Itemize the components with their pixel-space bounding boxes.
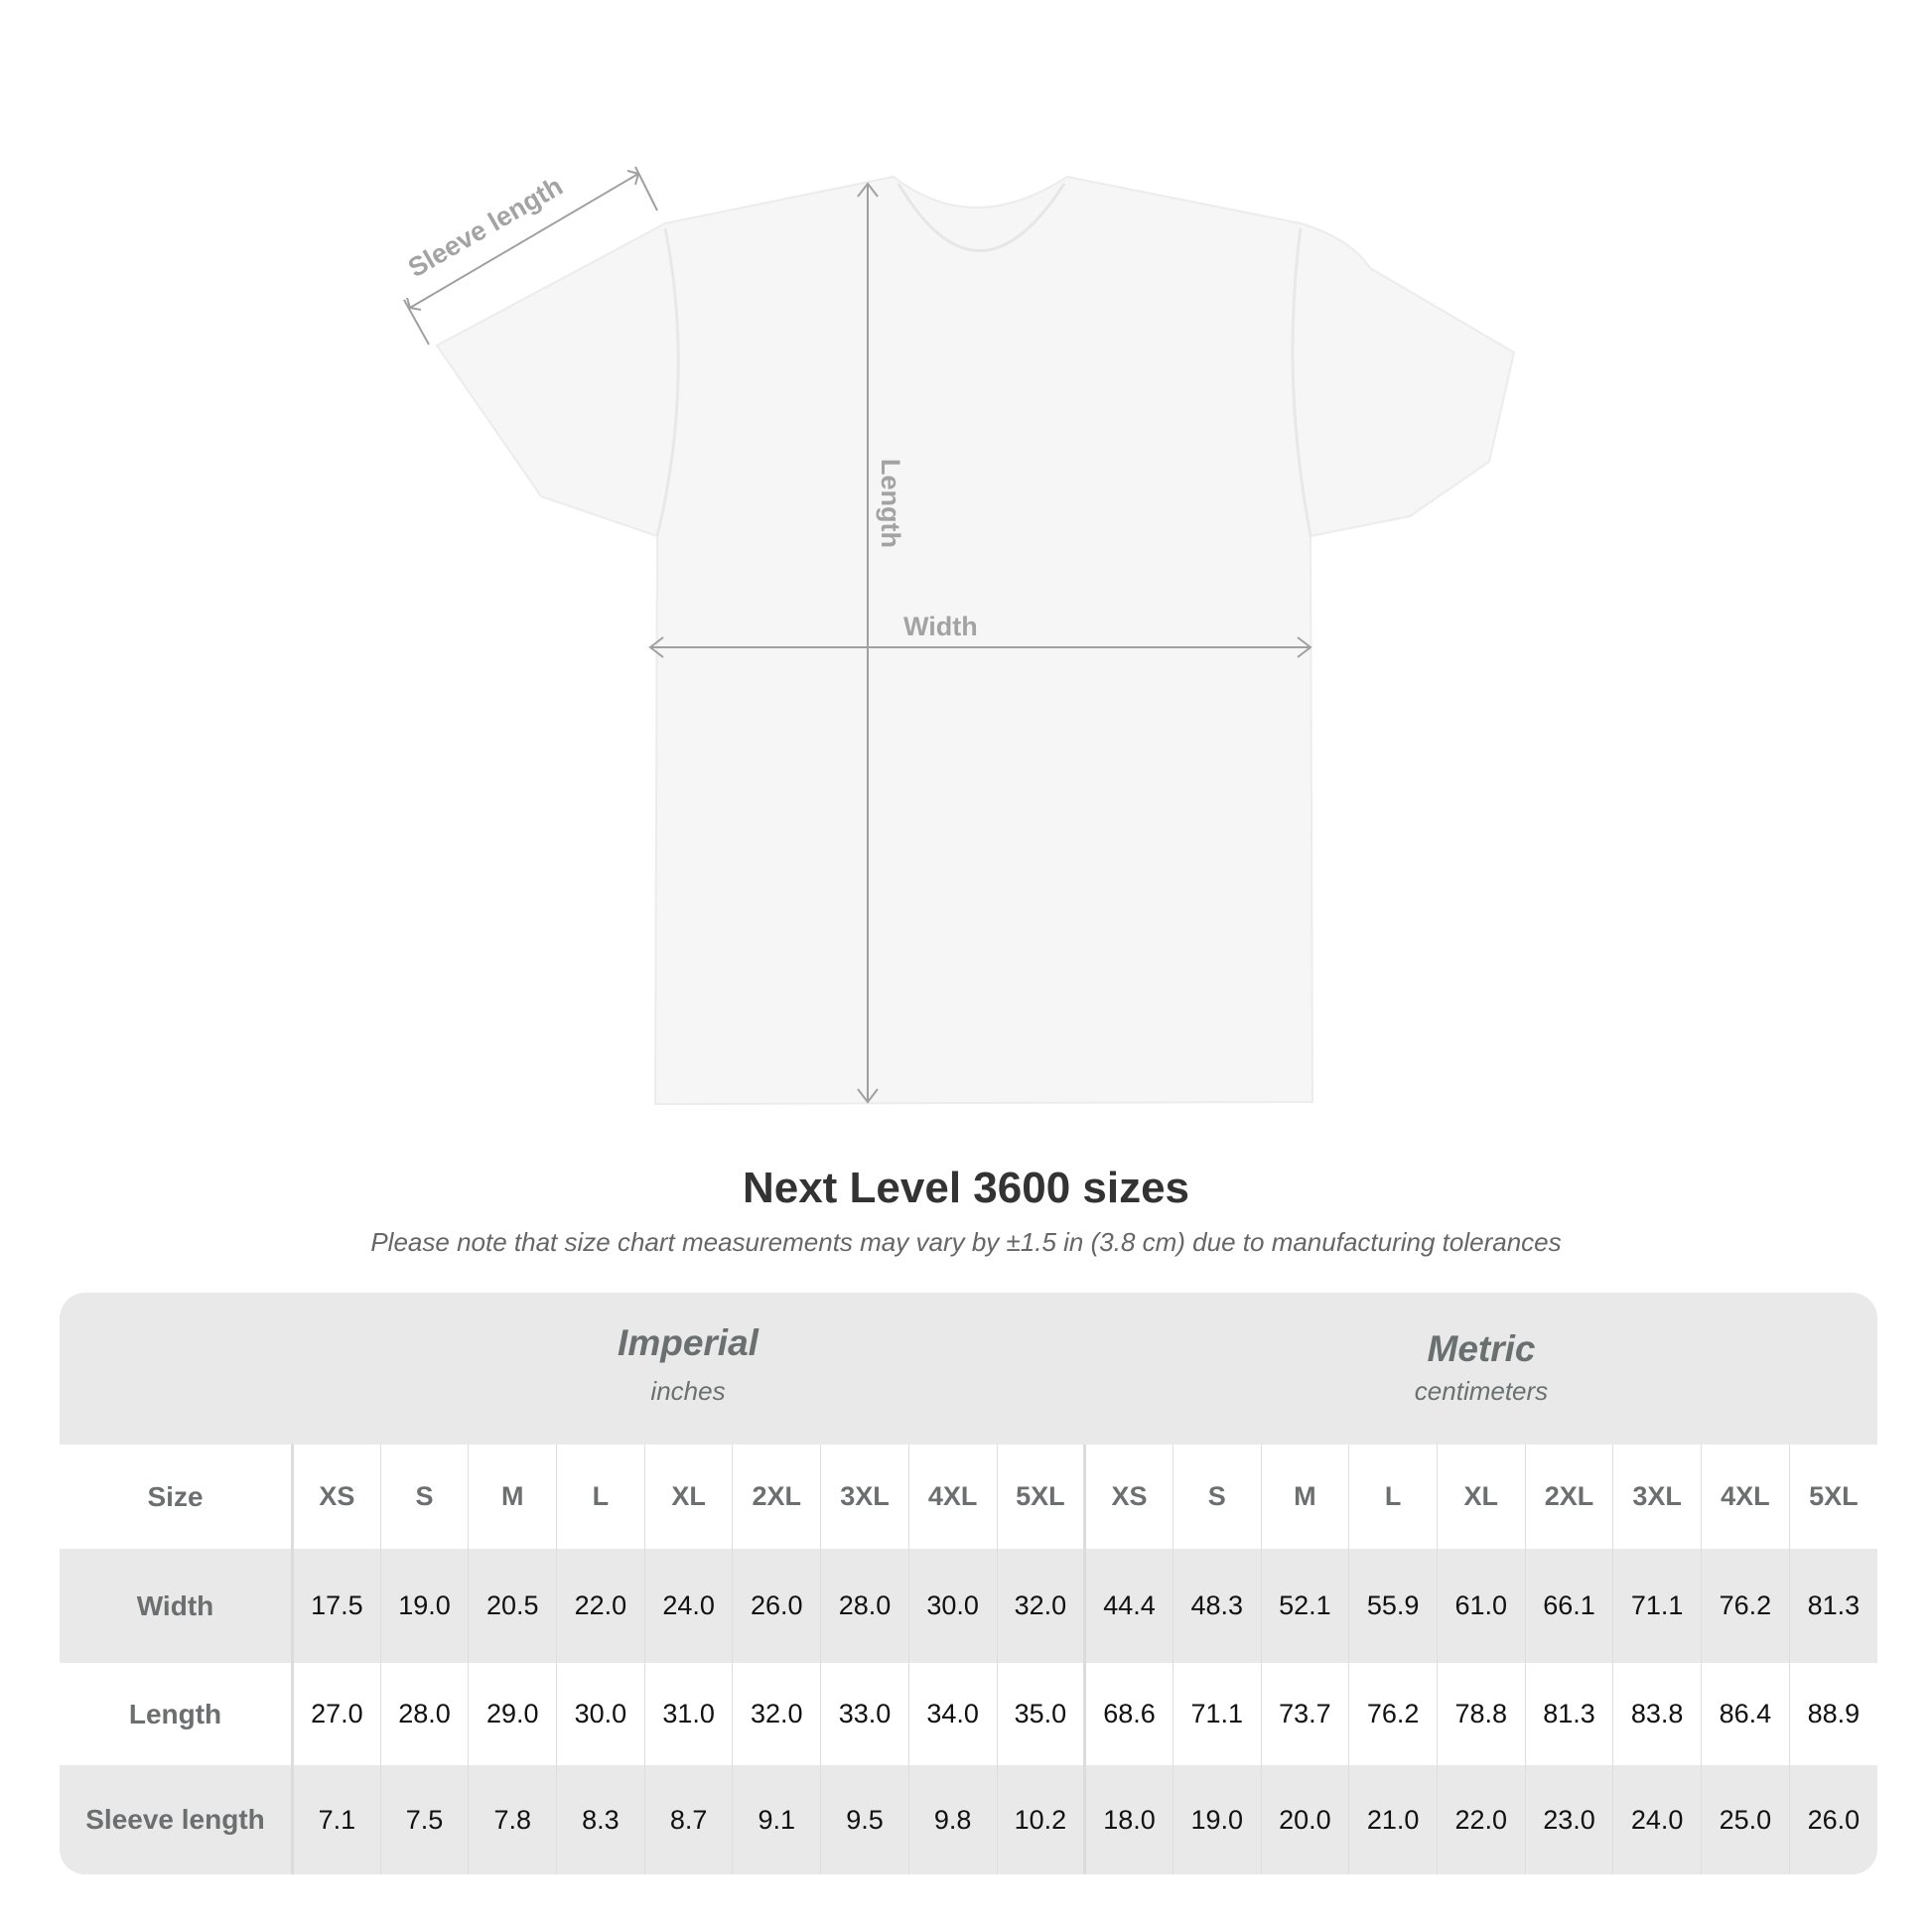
imperial-value: 29.0 xyxy=(468,1663,557,1765)
metric-value: 61.0 xyxy=(1436,1549,1526,1663)
imperial-value: 24.0 xyxy=(643,1549,733,1663)
metric-value: 68.6 xyxy=(1083,1663,1173,1765)
width-label: Width xyxy=(903,612,978,641)
imperial-value: 7.5 xyxy=(379,1765,469,1874)
imperial-value: 33.0 xyxy=(820,1663,909,1765)
metric-size-l: L xyxy=(1348,1445,1438,1549)
imperial-value: 27.0 xyxy=(292,1663,381,1765)
imperial-value: 10.2 xyxy=(996,1765,1085,1874)
metric-value: 20.0 xyxy=(1260,1765,1349,1874)
metric-value: 73.7 xyxy=(1260,1663,1349,1765)
imperial-value: 26.0 xyxy=(732,1549,821,1663)
metric-value: 26.0 xyxy=(1788,1765,1877,1874)
imperial-value: 17.5 xyxy=(292,1549,381,1663)
imperial-value: 8.7 xyxy=(643,1765,733,1874)
imperial-value: 9.8 xyxy=(907,1765,997,1874)
metric-header: Metric centimeters xyxy=(1085,1328,1877,1407)
metric-value: 78.8 xyxy=(1436,1663,1526,1765)
imperial-value: 22.0 xyxy=(556,1549,645,1663)
imperial-value: 30.0 xyxy=(556,1663,645,1765)
imperial-size-5xl: 5XL xyxy=(996,1445,1085,1549)
tshirt-diagram: Sleeve length Length Width xyxy=(403,166,1516,1106)
metric-size-xl: XL xyxy=(1436,1445,1526,1549)
table-row: Sleeve length 7.1 7.5 7.8 8.3 8.7 9.1 9.5 9.8 10.… xyxy=(60,1765,1877,1874)
metric-value: 48.3 xyxy=(1172,1549,1262,1663)
metric-value: 24.0 xyxy=(1612,1765,1702,1874)
metric-value: 71.1 xyxy=(1172,1663,1262,1765)
size-chart-table: Imperial inches Metric centimeters Size X… xyxy=(60,1293,1877,1874)
imperial-value: 9.5 xyxy=(820,1765,909,1874)
metric-value: 76.2 xyxy=(1701,1549,1790,1663)
size-label: Size xyxy=(60,1445,294,1549)
length-label: Length xyxy=(876,459,905,548)
row-label: Width xyxy=(60,1549,294,1663)
metric-size-m: M xyxy=(1260,1445,1349,1549)
metric-value: 66.1 xyxy=(1524,1549,1613,1663)
sleeve-line xyxy=(409,173,639,309)
page-title: Next Level 3600 sizes xyxy=(742,1164,1190,1212)
metric-value: 55.9 xyxy=(1348,1549,1438,1663)
imperial-value: 19.0 xyxy=(379,1549,469,1663)
table-row: Width 17.5 19.0 20.5 22.0 24.0 26.0 28.0 30.0 32.… xyxy=(60,1549,1877,1663)
imperial-value: 20.5 xyxy=(468,1549,557,1663)
imperial-size-3xl: 3XL xyxy=(820,1445,909,1549)
metric-size-s: S xyxy=(1172,1445,1262,1549)
imperial-size-s: S xyxy=(379,1445,469,1549)
imperial-header: Imperial inches xyxy=(291,1322,1085,1407)
metric-size-4xl: 4XL xyxy=(1701,1445,1790,1549)
metric-value: 23.0 xyxy=(1524,1765,1613,1874)
size-header-row: Size XS S M L XL 2XL 3XL 4XL 5XL XS S M L XL 2XL 3XL 4XL 5… xyxy=(60,1445,1877,1549)
imperial-value: 32.0 xyxy=(996,1549,1085,1663)
metric-value: 88.9 xyxy=(1788,1663,1877,1765)
imperial-size-2xl: 2XL xyxy=(732,1445,821,1549)
tshirt-sleeve-seams xyxy=(655,227,1312,537)
imperial-value: 8.3 xyxy=(556,1765,645,1874)
imperial-size-m: M xyxy=(468,1445,557,1549)
metric-unit: centimeters xyxy=(1414,1376,1549,1406)
imperial-value: 34.0 xyxy=(907,1663,997,1765)
metric-value: 18.0 xyxy=(1083,1765,1173,1874)
metric-value: 83.8 xyxy=(1612,1663,1702,1765)
row-label: Length xyxy=(60,1663,294,1765)
tolerance-note: Please note that size chart measurements… xyxy=(370,1227,1562,1257)
imperial-value: 28.0 xyxy=(379,1663,469,1765)
imperial-value: 7.8 xyxy=(468,1765,557,1874)
size-grid: Size XS S M L XL 2XL 3XL 4XL 5XL XS S M L XL 2XL 3XL 4XL 5… xyxy=(60,1445,1877,1874)
metric-value: 44.4 xyxy=(1083,1549,1173,1663)
imperial-value: 31.0 xyxy=(643,1663,733,1765)
imperial-size-xl: XL xyxy=(643,1445,733,1549)
imperial-value: 30.0 xyxy=(907,1549,997,1663)
metric-value: 21.0 xyxy=(1348,1765,1438,1874)
imperial-value: 28.0 xyxy=(820,1549,909,1663)
imperial-value: 7.1 xyxy=(292,1765,381,1874)
sleeve-length-label: Sleeve length xyxy=(403,171,568,283)
table-row: Length 27.0 28.0 29.0 30.0 31.0 32.0 33.0 34.0 35… xyxy=(60,1663,1877,1765)
metric-size-2xl: 2XL xyxy=(1524,1445,1613,1549)
metric-value: 71.1 xyxy=(1612,1549,1702,1663)
imperial-title: Imperial xyxy=(618,1322,759,1363)
metric-value: 81.3 xyxy=(1788,1549,1877,1663)
metric-value: 81.3 xyxy=(1524,1663,1613,1765)
metric-size-5xl: 5XL xyxy=(1788,1445,1877,1549)
metric-value: 22.0 xyxy=(1436,1765,1526,1874)
metric-title: Metric xyxy=(1427,1328,1536,1369)
imperial-size-4xl: 4XL xyxy=(907,1445,997,1549)
tshirt-shape xyxy=(435,175,1516,1106)
row-label: Sleeve length xyxy=(60,1765,294,1874)
imperial-value: 32.0 xyxy=(732,1663,821,1765)
imperial-unit: inches xyxy=(650,1376,726,1406)
metric-value: 19.0 xyxy=(1172,1765,1262,1874)
metric-value: 76.2 xyxy=(1348,1663,1438,1765)
imperial-value: 9.1 xyxy=(732,1765,821,1874)
metric-size-xs: XS xyxy=(1083,1445,1173,1549)
metric-value: 86.4 xyxy=(1701,1663,1790,1765)
imperial-size-xs: XS xyxy=(292,1445,381,1549)
metric-value: 52.1 xyxy=(1260,1549,1349,1663)
metric-value: 25.0 xyxy=(1701,1765,1790,1874)
imperial-size-l: L xyxy=(556,1445,645,1549)
metric-size-3xl: 3XL xyxy=(1612,1445,1702,1549)
tshirt-collar xyxy=(897,183,1066,252)
imperial-value: 35.0 xyxy=(996,1663,1085,1765)
